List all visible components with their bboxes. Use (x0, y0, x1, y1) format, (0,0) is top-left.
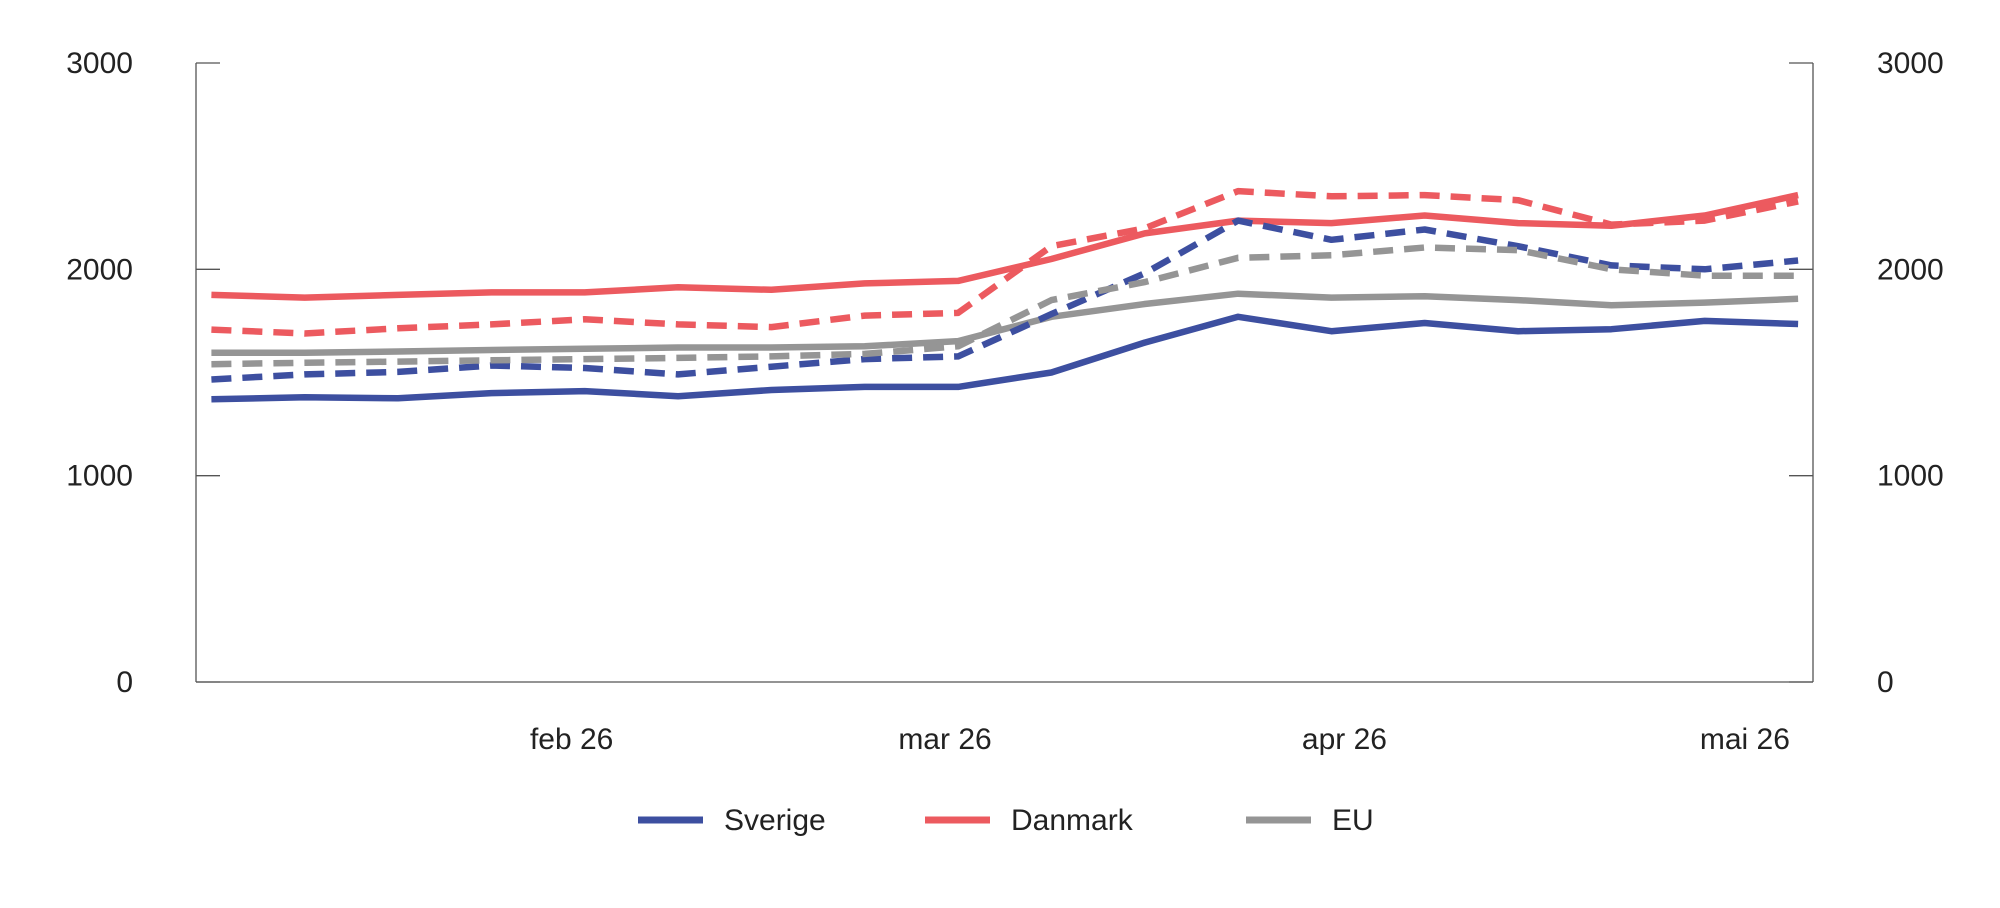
y2-tick-label: 0 (1877, 666, 1894, 699)
series-dashed-line (211, 187, 1799, 337)
series-line (211, 191, 1799, 301)
y-tick-label: 1000 (66, 460, 133, 493)
series-dashed-line (211, 244, 1799, 368)
plot-frame (195, 63, 1814, 683)
y2-tick-label: 3000 (1877, 47, 1944, 80)
y2-tick-label: 2000 (1877, 253, 1944, 286)
x-tick-label: apr 26 (1302, 723, 1387, 756)
legend-label: EU (1332, 804, 1374, 837)
x-tick-label: feb 26 (530, 723, 613, 756)
series-dashed-line (211, 217, 1799, 383)
series-line (211, 290, 1799, 356)
legend-label: Danmark (1011, 804, 1134, 837)
x-tick-label: mar 26 (898, 723, 991, 756)
y-tick-label: 2000 (66, 253, 133, 286)
x-tick-label: mai 26 (1700, 723, 1790, 756)
legend-label: Sverige (724, 804, 826, 837)
series-line (211, 313, 1799, 403)
y2-tick-label: 1000 (1877, 460, 1944, 493)
y-tick-label: 3000 (66, 47, 133, 80)
y-tick-label: 0 (116, 666, 133, 699)
